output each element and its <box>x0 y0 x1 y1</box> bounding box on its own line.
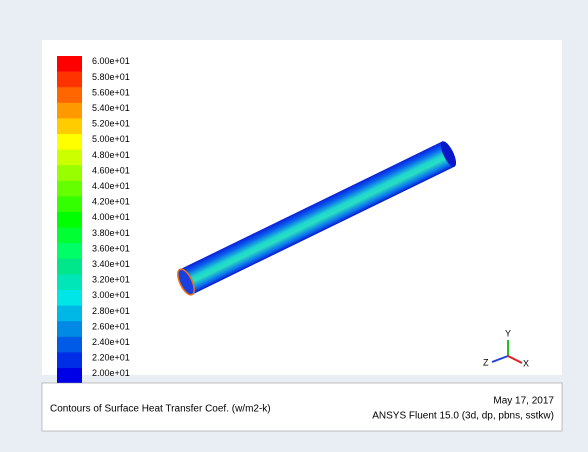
colorbar-label: 3.60e+01 <box>92 243 130 253</box>
color-swatch <box>57 337 82 353</box>
color-swatch <box>57 181 82 197</box>
colorbar-label: 3.40e+01 <box>92 259 130 269</box>
caption-title: Contours of Surface Heat Transfer Coef. … <box>50 404 271 415</box>
color-swatch <box>57 274 82 290</box>
color-swatch <box>57 103 82 119</box>
color-swatch <box>57 290 82 306</box>
color-swatch <box>57 228 82 244</box>
colorbar-label: 2.80e+01 <box>92 306 130 316</box>
colorbar-label: 3.80e+01 <box>92 228 130 238</box>
x-label: X <box>523 358 529 368</box>
color-swatch <box>57 368 82 384</box>
page: {"colorbar": {"labels": ["6.00e+01","5.8… <box>0 0 588 447</box>
color-swatch <box>57 56 82 72</box>
colorbar-label: 5.20e+01 <box>92 119 130 129</box>
color-swatch <box>57 352 82 368</box>
colorbar-label: 5.00e+01 <box>92 134 130 144</box>
color-swatch <box>57 212 82 228</box>
colorbar-label: 4.60e+01 <box>92 165 130 175</box>
color-swatch <box>57 118 82 134</box>
colorbar-label: 4.80e+01 <box>92 150 130 160</box>
colorbar-label: 5.40e+01 <box>92 103 130 113</box>
color-swatch <box>57 196 82 212</box>
caption-version: ANSYS Fluent 15.0 (3d, dp, pbns, sstkw) <box>372 411 554 422</box>
colorbar-label: 6.00e+01 <box>92 56 130 66</box>
caption-date: May 17, 2017 <box>493 396 554 407</box>
fluent-window: 6.00e+01 5.80e+01 5.60e+01 5.40e+01 5.20e+01… <box>0 0 588 447</box>
color-swatch <box>57 243 82 259</box>
colorbar-label: 3.20e+01 <box>92 275 130 285</box>
color-swatch <box>57 259 82 275</box>
color-swatch <box>57 134 82 150</box>
colorbar-label: 2.00e+01 <box>92 368 130 378</box>
color-swatch <box>57 72 82 88</box>
color-swatch <box>57 87 82 103</box>
y-label: Y <box>505 328 511 338</box>
color-swatch <box>57 150 82 166</box>
colorbar-label: 2.60e+01 <box>92 321 130 331</box>
colorbar-label: 2.40e+01 <box>92 337 130 347</box>
colorbar-label: 4.00e+01 <box>92 212 130 222</box>
colorbar-label: 4.20e+01 <box>92 197 130 207</box>
color-swatch <box>57 165 82 181</box>
z-label: Z <box>483 357 489 367</box>
colorbar-label: 3.00e+01 <box>92 290 130 300</box>
color-swatch <box>57 321 82 337</box>
color-swatch <box>57 306 82 322</box>
colorbar-label: 2.20e+01 <box>92 353 130 363</box>
colorbar-label: 5.60e+01 <box>92 87 130 97</box>
colorbar-label: 5.80e+01 <box>92 72 130 82</box>
colorbar-label: 4.40e+01 <box>92 181 130 191</box>
